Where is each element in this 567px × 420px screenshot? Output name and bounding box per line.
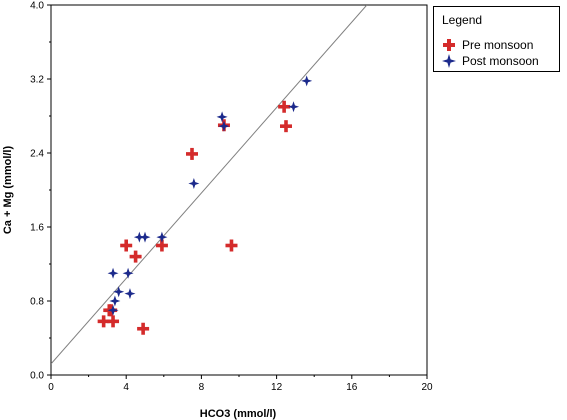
x-tick-label: 0 bbox=[48, 382, 54, 393]
pre-monsoon-point bbox=[137, 322, 150, 335]
pre-monsoon-point bbox=[97, 315, 110, 328]
pre-monsoon-point bbox=[107, 315, 120, 328]
pre-monsoon-point bbox=[225, 239, 238, 252]
legend-label-post-monsoon: Post monsoon bbox=[462, 54, 539, 68]
plot-area bbox=[50, 4, 428, 376]
y-tick-label: 0.8 bbox=[30, 297, 44, 308]
post-monsoon-point bbox=[107, 304, 119, 316]
x-tick-label: 8 bbox=[199, 382, 205, 393]
post-monsoon-point bbox=[124, 288, 136, 300]
y-tick-label: 4.0 bbox=[30, 1, 44, 12]
data-points bbox=[97, 75, 313, 335]
post-monsoon-point bbox=[139, 231, 151, 243]
axes: 0 4 8 12 16 20 0.0 0.8 1.6 2.4 3.2 4.0 bbox=[30, 1, 433, 394]
pre-monsoon-point bbox=[186, 147, 198, 160]
x-tick-label: 16 bbox=[346, 382, 358, 393]
legend-label-pre-monsoon: Pre monsoon bbox=[462, 38, 534, 52]
pre-monsoon-point bbox=[155, 239, 168, 252]
pre-monsoon-point bbox=[280, 120, 292, 133]
legend-item-pre-monsoon: Pre monsoon bbox=[442, 37, 533, 53]
post-monsoon-point bbox=[109, 295, 121, 307]
post-monsoon-point bbox=[216, 111, 228, 123]
post-monsoon-point bbox=[301, 75, 313, 87]
y-tick-label: 2.4 bbox=[30, 149, 44, 160]
pre-monsoon-point bbox=[129, 250, 142, 263]
x-tick-label: 12 bbox=[271, 382, 283, 393]
post-monsoon-point bbox=[133, 231, 145, 243]
post-monsoon-point bbox=[122, 267, 134, 279]
plus-marker-icon bbox=[443, 39, 455, 51]
pre-monsoon-point bbox=[278, 100, 291, 113]
star-marker-icon bbox=[442, 54, 456, 68]
x-tick-label: 20 bbox=[421, 382, 433, 393]
reference-line-layer bbox=[51, 5, 368, 365]
post-monsoon-point bbox=[218, 120, 230, 132]
plot-frame bbox=[50, 4, 428, 376]
post-monsoon-point bbox=[156, 231, 168, 243]
x-axis-label: HCO3 (mmol/l) bbox=[200, 408, 277, 420]
post-monsoon-point bbox=[288, 101, 300, 113]
reference-line bbox=[51, 5, 368, 365]
y-tick-label: 1.6 bbox=[30, 223, 44, 234]
x-tick-label: 4 bbox=[123, 382, 129, 393]
post-monsoon-point bbox=[188, 178, 200, 190]
y-tick-label: 3.2 bbox=[30, 75, 44, 86]
post-monsoon-point bbox=[113, 286, 125, 298]
legend-item-post-monsoon: Post monsoon bbox=[442, 53, 539, 69]
pre-monsoon-point bbox=[120, 239, 133, 252]
y-axis-label: Ca + Mg (mmol/l) bbox=[2, 146, 14, 235]
legend-title: Legend bbox=[442, 13, 483, 27]
y-tick-label: 0.0 bbox=[30, 371, 44, 382]
post-monsoon-point bbox=[107, 267, 119, 279]
legend: Legend Pre monsoon Post monsoon bbox=[433, 6, 560, 72]
